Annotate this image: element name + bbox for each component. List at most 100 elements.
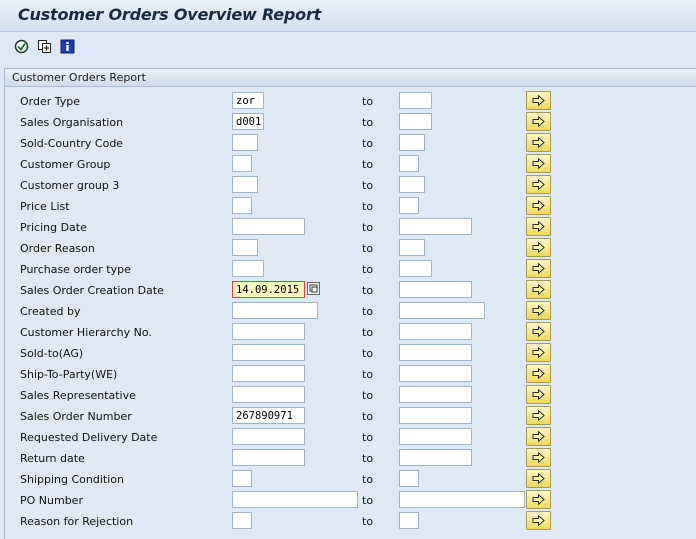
to-label: to (362, 284, 374, 297)
multiple-selection-button[interactable] (526, 112, 551, 131)
to-input[interactable] (399, 344, 472, 361)
to-label: to (362, 200, 374, 213)
from-input[interactable] (232, 428, 305, 445)
multiple-selection-button[interactable] (526, 511, 551, 530)
from-input[interactable] (232, 512, 252, 529)
from-input[interactable] (232, 218, 305, 235)
multiple-selection-button[interactable] (526, 490, 551, 509)
from-input[interactable] (232, 449, 305, 466)
to-input[interactable] (399, 449, 472, 466)
to-label: to (362, 137, 374, 150)
multiple-selection-button[interactable] (526, 364, 551, 383)
from-input[interactable] (232, 134, 258, 151)
multiple-selection-button[interactable] (526, 469, 551, 488)
from-input[interactable] (232, 302, 318, 319)
selection-row: Sales Organisation d001 to (0, 112, 696, 133)
field-label: Requested Delivery Date (20, 431, 158, 444)
from-input[interactable] (232, 344, 305, 361)
field-label: Sales Organisation (20, 116, 124, 129)
to-input[interactable] (399, 239, 425, 256)
to-input[interactable] (399, 365, 472, 382)
to-input[interactable] (399, 155, 419, 172)
from-input[interactable] (232, 239, 258, 256)
to-input[interactable] (399, 281, 472, 298)
from-input[interactable] (232, 386, 305, 403)
from-input[interactable] (232, 260, 264, 277)
to-input[interactable] (399, 407, 472, 424)
multiple-selection-button[interactable] (526, 322, 551, 341)
to-input[interactable] (399, 176, 425, 193)
to-label: to (362, 494, 374, 507)
multiple-selection-button[interactable] (526, 133, 551, 152)
from-input[interactable]: 14.09.2015 (232, 281, 305, 298)
multiple-selection-button[interactable] (526, 385, 551, 404)
arrow-right-icon (532, 263, 545, 274)
multiple-selection-button[interactable] (526, 175, 551, 194)
to-input[interactable] (399, 260, 432, 277)
multiple-selection-button[interactable] (526, 259, 551, 278)
to-input[interactable] (399, 428, 472, 445)
to-input[interactable] (399, 218, 472, 235)
frame-title-bar: Customer Orders Report (5, 69, 696, 87)
from-input[interactable] (232, 470, 252, 487)
to-input[interactable] (399, 113, 432, 130)
to-input[interactable] (399, 92, 432, 109)
to-input[interactable] (399, 197, 419, 214)
multiple-selection-button[interactable] (526, 448, 551, 467)
execute-icon (14, 39, 28, 53)
calendar-picker-icon[interactable] (307, 282, 320, 295)
from-input[interactable]: 267890971 (232, 407, 305, 424)
to-input[interactable] (399, 323, 472, 340)
multiple-selection-button[interactable] (526, 91, 551, 110)
execute-button[interactable] (13, 38, 29, 54)
field-label: Order Type (20, 95, 81, 108)
from-input[interactable] (232, 155, 252, 172)
arrow-right-icon (532, 473, 545, 484)
arrow-right-icon (532, 515, 545, 526)
selection-row: Customer Hierarchy No. to (0, 322, 696, 343)
arrow-right-icon (532, 179, 545, 190)
from-input[interactable]: zor (232, 92, 264, 109)
from-input[interactable] (232, 197, 252, 214)
multiple-selection-button[interactable] (526, 154, 551, 173)
multiple-selection-button[interactable] (526, 343, 551, 362)
arrow-right-icon (532, 116, 545, 127)
selection-row: Customer Group to (0, 154, 696, 175)
from-input[interactable] (232, 176, 258, 193)
from-input[interactable] (232, 491, 358, 508)
selection-row: Return date to (0, 448, 696, 469)
multiple-selection-button[interactable] (526, 196, 551, 215)
field-label: PO Number (20, 494, 83, 507)
field-label: Sales Order Number (20, 410, 132, 423)
arrow-right-icon (532, 347, 545, 358)
get-variant-button[interactable] (36, 38, 52, 54)
multiple-selection-button[interactable] (526, 406, 551, 425)
to-input[interactable] (399, 512, 419, 529)
to-input[interactable] (399, 470, 419, 487)
title-bar: Customer Orders Overview Report (0, 0, 696, 32)
to-input[interactable] (399, 134, 425, 151)
field-label: Created by (20, 305, 81, 318)
from-input[interactable]: d001 (232, 113, 264, 130)
info-icon (60, 39, 74, 53)
field-label: Shipping Condition (20, 473, 124, 486)
to-input[interactable] (399, 302, 485, 319)
multiple-selection-button[interactable] (526, 301, 551, 320)
from-input[interactable] (232, 365, 305, 382)
multiple-selection-button[interactable] (526, 427, 551, 446)
to-input[interactable] (399, 491, 525, 508)
multiple-selection-button[interactable] (526, 238, 551, 257)
arrow-right-icon (532, 326, 545, 337)
from-input[interactable] (232, 323, 305, 340)
multiple-selection-button[interactable] (526, 280, 551, 299)
selection-frame: Customer Orders Report (4, 68, 696, 539)
selection-row: Created by to (0, 301, 696, 322)
selection-row: Order Type zor to (0, 91, 696, 112)
to-input[interactable] (399, 386, 472, 403)
multiple-selection-button[interactable] (526, 217, 551, 236)
field-label: Sold-to(AG) (20, 347, 84, 360)
field-label: Return date (20, 452, 85, 465)
info-button[interactable] (59, 38, 75, 54)
to-label: to (362, 347, 374, 360)
to-label: to (362, 179, 374, 192)
